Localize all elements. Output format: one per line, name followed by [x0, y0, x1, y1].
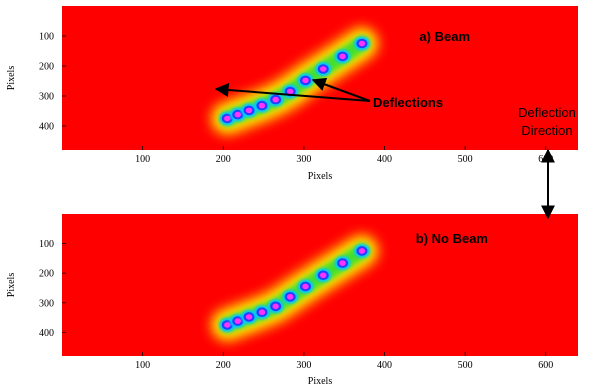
spot-center — [224, 322, 231, 328]
x-tick-label: 300 — [296, 154, 311, 165]
spot-9 — [334, 49, 351, 64]
x-axis-label: Pixels — [308, 171, 333, 182]
heatmap-spots — [219, 36, 370, 126]
y-tick-label: 200 — [39, 62, 54, 73]
x-tick-label: 200 — [216, 154, 231, 165]
spot-center — [358, 40, 366, 47]
spot-10 — [353, 243, 370, 258]
spot-7 — [297, 73, 314, 88]
spot-3 — [241, 309, 258, 324]
deflection-direction-indicator: Deflection Direction — [518, 105, 576, 220]
spot-5 — [267, 92, 284, 107]
x-tick-label: 400 — [377, 154, 392, 165]
spot-6 — [282, 84, 299, 99]
y-tick-label: 400 — [39, 122, 54, 133]
spot-center — [320, 272, 327, 279]
y-tick-label: 100 — [39, 239, 54, 250]
x-tick-label: 200 — [216, 360, 231, 371]
x-axis-label: Pixels — [308, 376, 333, 387]
spot-9 — [334, 256, 351, 271]
spot-center — [272, 303, 279, 310]
y-axis-label: Pixels — [6, 66, 17, 91]
spot-7 — [297, 279, 314, 294]
y-axis-ticks: 100 200 300 400 — [39, 239, 66, 339]
spot-10 — [353, 36, 370, 51]
deflection-arrow-left — [214, 83, 371, 102]
y-axis-label: Pixels — [6, 273, 17, 298]
spot-8 — [315, 62, 332, 76]
panel-title: a) Beam — [419, 29, 470, 44]
spot-center — [286, 88, 294, 95]
spot-6 — [282, 289, 299, 304]
spot-center — [339, 53, 346, 60]
spot-8 — [315, 268, 332, 283]
spot-center — [302, 77, 309, 84]
spot-center — [224, 115, 231, 122]
spot-center — [234, 111, 241, 118]
y-axis-ticks: 100 200 300 400 — [39, 32, 66, 133]
y-tick-label: 300 — [39, 298, 54, 309]
spot-center — [339, 260, 346, 266]
y-tick-label: 200 — [39, 269, 54, 280]
y-tick-label: 100 — [39, 32, 54, 43]
spot-center — [245, 314, 253, 320]
x-tick-label: 600 — [538, 154, 553, 165]
x-tick-label: 400 — [377, 360, 392, 371]
spot-center — [358, 248, 366, 254]
spot-center — [234, 318, 241, 324]
x-tick-label: 300 — [296, 360, 311, 371]
spot-4 — [253, 98, 270, 113]
spot-center — [302, 283, 309, 290]
x-tick-label: 100 — [135, 154, 150, 165]
y-tick-label: 300 — [39, 92, 54, 103]
spot-5 — [267, 299, 284, 314]
x-tick-label: 500 — [458, 360, 473, 371]
x-tick-label: 600 — [538, 360, 553, 371]
spot-3 — [241, 103, 258, 118]
x-axis-ticks: 100 200 300 400 500 600 — [135, 352, 553, 371]
heatmap-spots — [219, 243, 370, 332]
spot-center — [272, 96, 279, 103]
panel-no-beam: 100 200 300 400 500 600 100 200 300 400 Pixels P… — [6, 214, 578, 387]
y-tick-label: 400 — [39, 328, 54, 339]
panel-title: b) No Beam — [416, 231, 488, 246]
x-tick-label: 500 — [458, 154, 473, 165]
spot-4 — [253, 305, 270, 320]
spot-center — [320, 66, 327, 72]
deflections-annotation: Deflections — [373, 95, 443, 110]
spot-center — [258, 102, 266, 109]
panel-beam: 100 200 300 400 500 600 100 200 300 400 Pixels P… — [6, 6, 578, 182]
x-tick-label: 100 — [135, 360, 150, 371]
side-label-line1: Deflection — [518, 105, 576, 120]
side-label-line2: Direction — [521, 123, 572, 138]
spot-center — [286, 294, 294, 300]
deflection-arrow-right — [311, 77, 371, 102]
spot-center — [245, 107, 253, 114]
spot-center — [258, 309, 266, 316]
